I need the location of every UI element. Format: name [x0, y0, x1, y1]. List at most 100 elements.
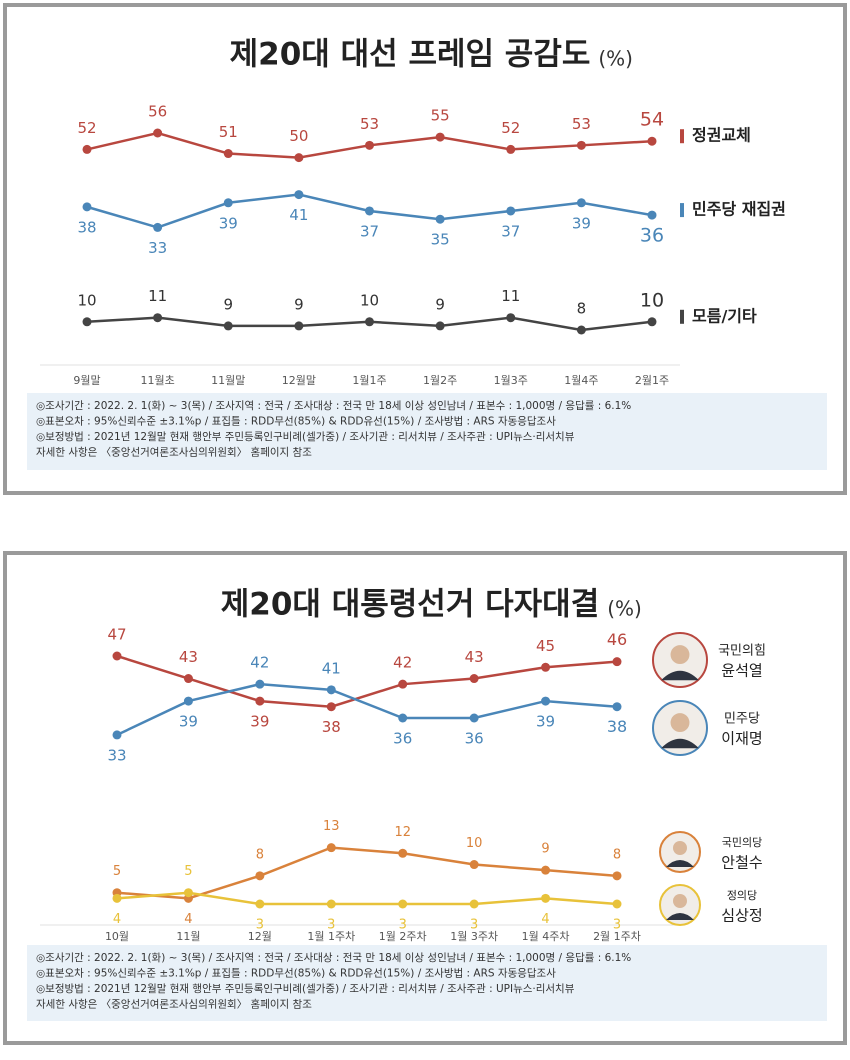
data-point: [223, 198, 233, 208]
data-point: [183, 888, 193, 898]
data-point: [294, 153, 304, 163]
data-point: [647, 210, 657, 220]
data-point: [541, 865, 551, 875]
data-point: [183, 696, 193, 706]
x-tick-label: 1월4주: [564, 374, 598, 387]
data-point: [576, 198, 586, 208]
data-point: [255, 679, 265, 689]
data-point: [398, 679, 408, 689]
data-point: [469, 674, 479, 684]
x-tick-label: 2월 1주차: [593, 930, 641, 943]
photo-body: [661, 670, 699, 681]
data-point: [612, 899, 622, 909]
data-point: [294, 321, 304, 331]
legend-label: 심상정: [721, 907, 762, 925]
legend-label: 모름/기타: [692, 306, 757, 325]
legend-label: 이재명: [721, 730, 762, 748]
data-label: 51: [219, 123, 238, 141]
chart-title: 제20대 대선 프레임 공감도: [230, 37, 591, 73]
data-point: [647, 317, 657, 327]
x-tick-label: 12월말: [282, 374, 316, 387]
legend-marker: [680, 129, 684, 144]
data-label: 4: [184, 912, 192, 927]
data-point: [469, 713, 479, 723]
data-label: 11: [148, 287, 167, 305]
data-point: [82, 202, 92, 212]
data-label: 33: [148, 239, 167, 257]
data-label: 38: [322, 718, 341, 736]
data-point: [326, 843, 336, 853]
data-point: [365, 317, 374, 327]
data-label: 42: [250, 654, 269, 672]
data-point: [435, 321, 445, 331]
data-label: 3: [470, 918, 478, 933]
data-label: 53: [360, 115, 379, 133]
data-point: [365, 206, 374, 216]
photo-body: [666, 860, 694, 867]
data-label: 10: [360, 291, 379, 309]
x-tick-label: 10월: [105, 930, 129, 943]
note-line: 자세한 사항은 〈중앙선거여론조사심의위원회〉 홈페이지 참조: [36, 446, 312, 459]
legend-party: 국민의당: [722, 836, 762, 849]
legend-party: 정의당: [727, 889, 757, 902]
legend-marker: [680, 309, 684, 324]
data-point: [612, 657, 622, 667]
data-label: 5: [184, 864, 192, 879]
data-point: [326, 685, 336, 695]
legend-label: 윤석열: [721, 662, 762, 680]
data-label: 9: [294, 295, 304, 313]
data-label: 36: [465, 730, 484, 748]
data-label: 12: [394, 825, 411, 840]
data-point: [223, 149, 233, 159]
notes-box: [27, 393, 827, 470]
data-point: [398, 848, 408, 858]
data-label: 4: [541, 912, 549, 927]
x-tick-label: 1월 3주차: [450, 930, 498, 943]
data-label: 37: [360, 222, 379, 240]
note-line: ◎표본오차 : 95%신뢰수준 ±3.1%p / 표집틀 : RDD무선(85%…: [36, 968, 556, 980]
chart-unit: (%): [598, 47, 633, 71]
data-point: [541, 696, 551, 706]
series-line: [116, 682, 618, 737]
data-point: [435, 132, 445, 142]
data-label: 38: [77, 218, 96, 236]
data-label: 47: [107, 626, 126, 644]
x-tick-label: 11월: [176, 930, 200, 943]
data-point: [326, 899, 336, 909]
legend-party: 민주당: [724, 712, 760, 727]
legend-photo: [652, 700, 708, 756]
data-label: 13: [323, 819, 340, 834]
data-point: [541, 662, 551, 672]
legend-photo: [659, 831, 701, 873]
x-tick-label: 12월: [248, 930, 272, 943]
data-label: 45: [536, 637, 555, 655]
x-tick-label: 9월말: [73, 374, 100, 387]
x-tick-label: 11월말: [211, 374, 245, 387]
data-label: 37: [501, 222, 520, 240]
data-label: 10: [466, 836, 483, 851]
data-label: 9: [541, 842, 549, 857]
data-label: 50: [289, 127, 308, 145]
data-point: [183, 674, 193, 684]
data-label: 35: [431, 231, 450, 249]
data-label: 3: [613, 918, 621, 933]
data-label: 10: [640, 289, 664, 311]
data-label: 33: [107, 746, 126, 764]
data-label: 46: [607, 630, 627, 649]
legend-label: 안철수: [721, 854, 762, 872]
x-tick-label: 1월1주: [352, 374, 386, 387]
data-label: 56: [148, 103, 167, 121]
x-tick-label: 1월 2주차: [379, 930, 427, 943]
data-point: [223, 321, 233, 331]
legend-photo: [652, 632, 708, 688]
data-point: [398, 713, 408, 723]
photo-head: [673, 841, 687, 855]
data-point: [541, 893, 551, 903]
data-point: [153, 128, 163, 138]
data-label: 4: [113, 912, 121, 927]
data-label: 41: [322, 659, 341, 677]
data-point: [647, 136, 657, 146]
data-label: 53: [572, 115, 591, 133]
